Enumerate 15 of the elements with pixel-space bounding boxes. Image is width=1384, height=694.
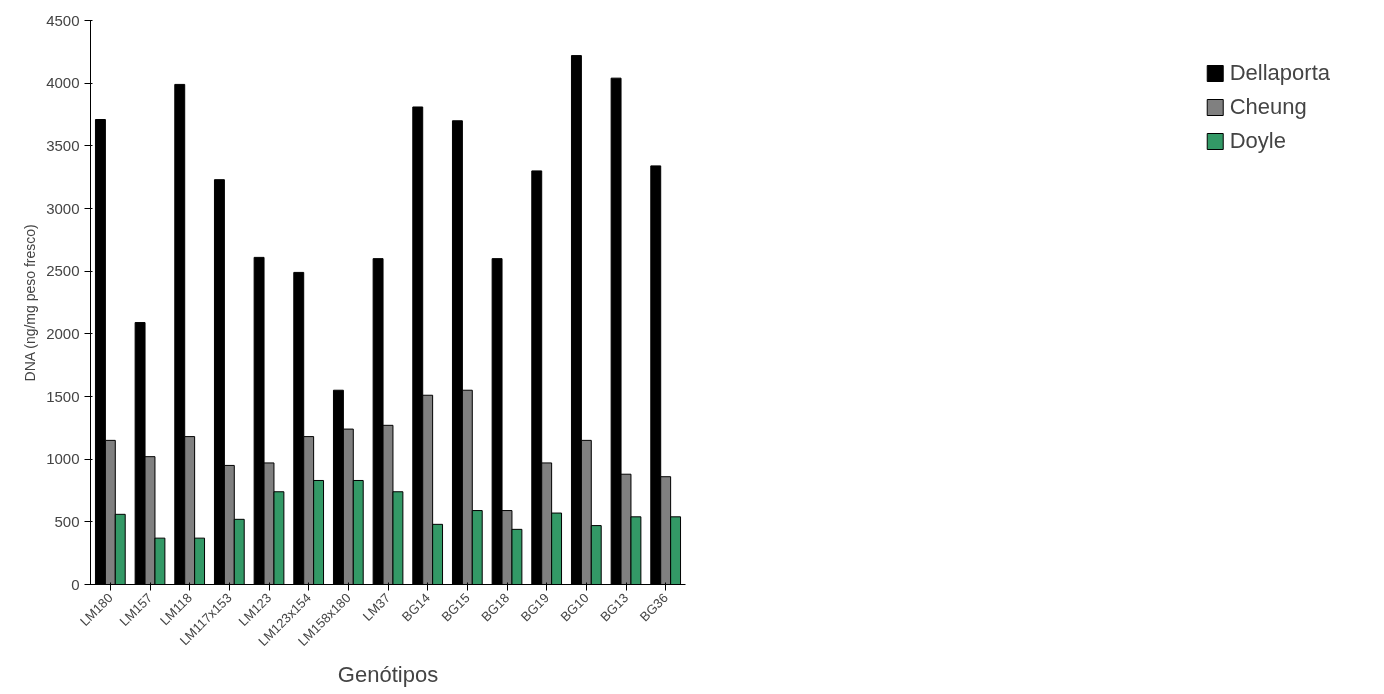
- y-tick-label: 2000: [46, 324, 80, 342]
- y-axis-title: DNA (ng/mg peso fresco): [22, 224, 39, 382]
- y-tick-label: 4000: [46, 74, 80, 92]
- y-tick-label: 1500: [46, 387, 80, 405]
- y-tick-label: 4500: [46, 11, 80, 29]
- y-tick-label: 0: [71, 575, 80, 593]
- legend-label: Cheung: [1229, 94, 1307, 120]
- x-axis-title: Genótipos: [337, 662, 439, 688]
- y-tick-label: 2500: [46, 262, 80, 280]
- y-tick-label: 3000: [46, 199, 80, 217]
- legend-label: Doyle: [1229, 128, 1286, 154]
- y-tick-label: 500: [54, 512, 80, 530]
- legend-label: Dellaporta: [1229, 60, 1330, 86]
- y-tick-label: 1000: [46, 450, 80, 468]
- y-tick-label: 3500: [46, 136, 80, 154]
